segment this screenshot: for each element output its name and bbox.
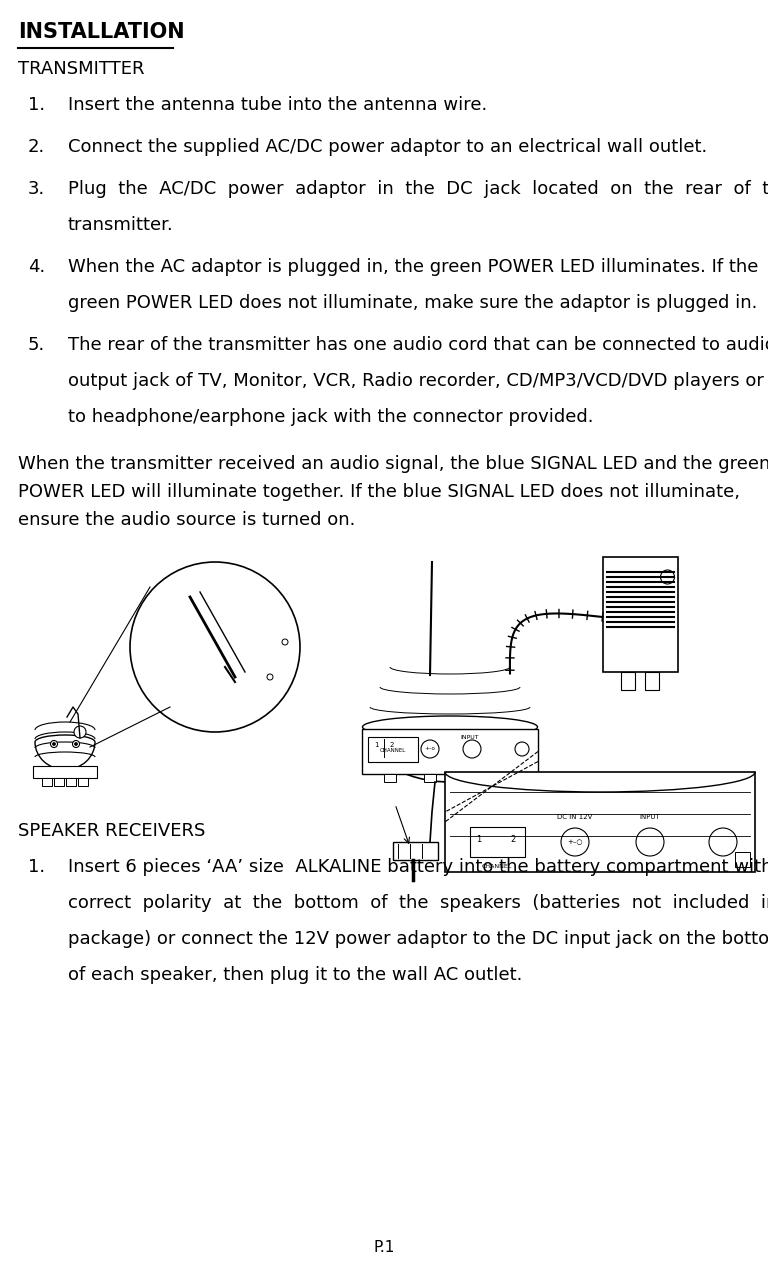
Text: When the transmitter received an audio signal, the blue SIGNAL LED and the green: When the transmitter received an audio s… — [18, 455, 768, 473]
Text: green POWER LED does not illuminate, make sure the adaptor is plugged in.: green POWER LED does not illuminate, mak… — [68, 294, 757, 312]
Text: Connect the supplied AC/DC power adaptor to an electrical wall outlet.: Connect the supplied AC/DC power adaptor… — [68, 138, 707, 155]
Ellipse shape — [362, 716, 538, 738]
Text: output jack of TV, Monitor, VCR, Radio recorder, CD/MP3/VCD/DVD players or: output jack of TV, Monitor, VCR, Radio r… — [68, 372, 764, 390]
Text: +–o: +–o — [425, 747, 435, 752]
Text: transmitter.: transmitter. — [68, 217, 174, 234]
Text: 1.: 1. — [28, 96, 45, 113]
Bar — [603, 557, 677, 671]
Text: INSTALLATION: INSTALLATION — [18, 22, 184, 42]
Text: 2.: 2. — [28, 138, 45, 155]
Text: CHANNEL: CHANNEL — [380, 749, 406, 753]
Text: POWER LED will illuminate together. If the blue SIGNAL LED does not illuminate,: POWER LED will illuminate together. If t… — [18, 483, 740, 501]
Text: 3.: 3. — [28, 180, 45, 197]
Bar — [621, 671, 635, 691]
Circle shape — [421, 740, 439, 758]
Bar — [445, 772, 755, 871]
Bar — [504, 775, 516, 782]
Circle shape — [130, 562, 300, 733]
Text: TRANSMITTER: TRANSMITTER — [18, 60, 144, 78]
Circle shape — [267, 674, 273, 680]
Text: CHANNEL: CHANNEL — [482, 864, 512, 869]
Circle shape — [52, 743, 55, 745]
Text: ensure the audio source is turned on.: ensure the audio source is turned on. — [18, 511, 356, 529]
Text: to headphone/earphone jack with the connector provided.: to headphone/earphone jack with the conn… — [68, 408, 594, 426]
Bar — [66, 778, 76, 786]
Circle shape — [72, 740, 80, 748]
Text: When the AC adaptor is plugged in, the green POWER LED illuminates. If the: When the AC adaptor is plugged in, the g… — [68, 259, 758, 276]
Bar — [78, 778, 88, 786]
Text: The rear of the transmitter has one audio cord that can be connected to audio: The rear of the transmitter has one audi… — [68, 336, 768, 354]
Text: 1.: 1. — [28, 857, 45, 877]
Text: Insert 6 pieces ‘AA’ size  ALKALINE battery into the battery compartment with: Insert 6 pieces ‘AA’ size ALKALINE batte… — [68, 857, 768, 877]
Bar — [464, 775, 476, 782]
Text: 2: 2 — [390, 741, 394, 748]
Text: Insert the antenna tube into the antenna wire.: Insert the antenna tube into the antenna… — [68, 96, 487, 113]
Text: P.1: P.1 — [373, 1240, 395, 1255]
Circle shape — [660, 569, 674, 583]
Circle shape — [515, 741, 529, 755]
Text: Plug  the  AC/DC  power  adaptor  in  the  DC  jack  located  on  the  rear  of : Plug the AC/DC power adaptor in the DC j… — [68, 180, 768, 197]
Text: package) or connect the 12V power adaptor to the DC input jack on the bottom: package) or connect the 12V power adapto… — [68, 930, 768, 948]
Bar — [392, 842, 438, 860]
Text: SPEAKER RECEIVERS: SPEAKER RECEIVERS — [18, 822, 205, 840]
Bar — [384, 775, 396, 782]
Circle shape — [561, 828, 589, 856]
Bar — [424, 775, 436, 782]
Text: of each speaker, then plug it to the wall AC outlet.: of each speaker, then plug it to the wal… — [68, 966, 522, 984]
Text: DC IN 12V: DC IN 12V — [558, 814, 593, 820]
Bar — [645, 671, 659, 691]
Bar — [735, 852, 750, 868]
Circle shape — [51, 740, 58, 748]
Bar — [470, 827, 525, 857]
Bar — [33, 766, 97, 778]
Text: correct  polarity  at  the  bottom  of  the  speakers  (batteries  not  included: correct polarity at the bottom of the sp… — [68, 894, 768, 912]
Circle shape — [463, 740, 481, 758]
Bar — [362, 729, 538, 775]
Circle shape — [282, 640, 288, 645]
Text: 1: 1 — [374, 741, 379, 748]
Text: INPUT: INPUT — [460, 735, 478, 740]
Text: 5.: 5. — [28, 336, 45, 354]
Text: INPUT: INPUT — [640, 814, 660, 820]
Text: 1: 1 — [476, 836, 482, 845]
Circle shape — [709, 828, 737, 856]
Bar — [42, 778, 52, 786]
Circle shape — [74, 726, 86, 738]
Text: +–○: +–○ — [568, 840, 583, 845]
Text: 2: 2 — [511, 836, 515, 845]
Circle shape — [636, 828, 664, 856]
Bar — [368, 736, 418, 762]
Text: 4.: 4. — [28, 259, 45, 276]
Bar — [54, 778, 64, 786]
Circle shape — [74, 743, 78, 745]
